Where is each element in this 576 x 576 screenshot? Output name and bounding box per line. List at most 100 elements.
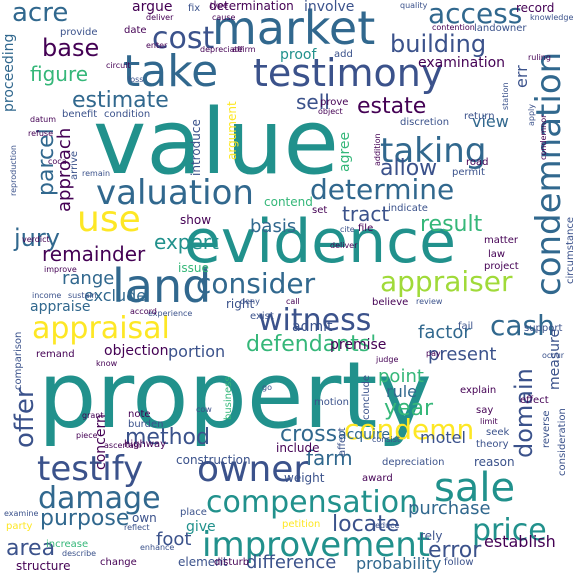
word-exist: exist (250, 311, 274, 322)
word-testimony: testimony (253, 51, 444, 95)
word-area: area (6, 536, 56, 561)
word-consist: consist (372, 435, 401, 444)
word-base: base (42, 34, 100, 62)
word-affect: affect (337, 427, 348, 456)
word-issue: issue (178, 261, 209, 275)
word-support: support (524, 323, 563, 334)
word-deliver-2: deliver (330, 241, 358, 250)
word-comparison: comparison (13, 331, 24, 390)
word-involve: involve (304, 0, 355, 15)
word-reason: reason (474, 455, 515, 469)
word-difference: difference (246, 552, 337, 573)
word-purchase: purchase (408, 498, 491, 519)
word-highway: highway (124, 439, 167, 450)
word-reproduction: reproduction (9, 145, 18, 196)
word-fix: fix (188, 3, 201, 14)
word-depreciation: depreciation (382, 457, 445, 468)
word-evidence: evidence (184, 207, 457, 277)
word-judge: judge (376, 355, 399, 364)
word-price: price (472, 513, 547, 548)
word-factor: factor (418, 322, 471, 343)
word-contention: contention (432, 23, 475, 32)
word-datum: datum (30, 115, 56, 124)
word-return: return (464, 111, 495, 122)
word-date: date (124, 25, 147, 36)
word-remainder: remainder (42, 242, 146, 266)
word-point: point (378, 366, 424, 387)
word-fail: fail (458, 321, 474, 332)
word-err: err (512, 65, 531, 88)
word-condition: condition (104, 109, 151, 120)
word-addition: addition (373, 133, 382, 166)
word-improvement: improvement (202, 525, 431, 565)
word-refuse: refuse (28, 129, 54, 138)
word-acre: acre (12, 0, 69, 28)
word-provide: provide (60, 27, 98, 38)
word-loss: loss (128, 75, 144, 84)
word-piece: piece (76, 431, 98, 440)
word-ascertain: ascertain (104, 441, 142, 450)
word-project: project (484, 261, 519, 272)
word-reduce: reduce (372, 521, 400, 530)
word-owner: owner (197, 449, 309, 490)
word-landowner: landowner (474, 23, 527, 34)
word-pay: pay (426, 349, 441, 358)
word-estate: estate (357, 94, 427, 119)
word-grant: grant (82, 411, 104, 420)
word-witness: witness (258, 303, 372, 338)
word-valuation: valuation (96, 173, 254, 213)
word-purpose: purpose (40, 506, 130, 531)
word-prove: prove (320, 97, 349, 108)
word-file: file (358, 223, 374, 234)
word-cite: cite (340, 225, 355, 234)
word-call: call (286, 297, 300, 306)
word-benefit: benefit (62, 109, 98, 120)
word-cash: cash (490, 309, 555, 342)
word-seek: seek (486, 427, 510, 438)
word-reflect: reflect (124, 523, 150, 532)
word-examination: examination (418, 55, 506, 71)
word-probability: probability (356, 554, 442, 573)
word-petition: petition (282, 519, 321, 530)
word-condemn: condemn (344, 413, 475, 446)
word-remand: remand (36, 349, 75, 360)
word-figure: figure (30, 62, 89, 86)
word-circuit: circuit (106, 61, 131, 70)
word-follow: follow (444, 557, 474, 568)
word-sell: sell (296, 90, 330, 114)
word-error: error (428, 538, 482, 563)
word-proceeding: proceeding (1, 33, 17, 112)
word-object: object (318, 107, 343, 116)
word-knowledge: knowledge (530, 13, 574, 22)
word-limit: limit (480, 417, 498, 426)
word-know: know (96, 359, 118, 368)
word-establish: establish (484, 532, 556, 551)
word-motion: motion (314, 397, 350, 408)
word-go: go (262, 383, 272, 392)
word-portion: portion (168, 342, 226, 361)
word-effect: effect (520, 395, 549, 406)
word-cost: cost (152, 21, 215, 56)
word-award: award (362, 473, 393, 484)
word-quality: quality (400, 1, 428, 10)
word-present: present (428, 344, 497, 365)
word-conclude: conclude (361, 374, 372, 420)
word-appraise: appraise (30, 299, 91, 315)
word-allow: allow (380, 156, 438, 181)
word-experience: experience (148, 309, 193, 318)
word-enter: enter (146, 41, 168, 50)
word-add: add (334, 49, 353, 60)
word-party: party (6, 521, 33, 532)
word-property: property (38, 342, 432, 449)
word-result: result (420, 212, 483, 237)
word-exclude: exclude (84, 286, 147, 305)
word-estimate: estimate (72, 88, 169, 113)
word-rule: rule (386, 382, 418, 401)
word-consideration: consideration (557, 408, 568, 476)
word-proof: proof (280, 47, 317, 63)
word-take: take (123, 46, 219, 97)
word-income: income (32, 291, 62, 300)
word-disturb: disturb (214, 557, 250, 568)
word-condemnor: condemnor (539, 114, 548, 160)
word-cow: cow (196, 405, 212, 414)
